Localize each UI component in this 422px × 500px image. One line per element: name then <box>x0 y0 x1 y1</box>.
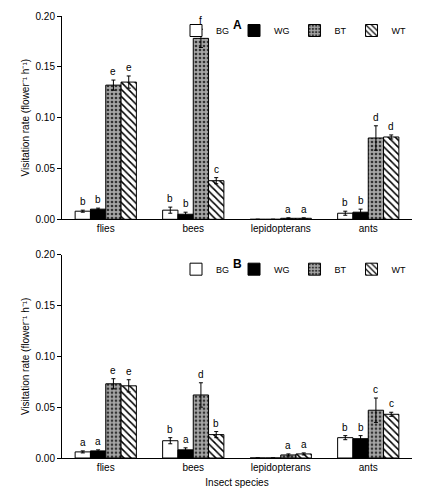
svg-text:Visitation rate (flower⁻¹ h⁻¹): Visitation rate (flower⁻¹ h⁻¹) <box>20 298 31 416</box>
svg-text:0.00: 0.00 <box>36 214 56 225</box>
svg-text:0.05: 0.05 <box>36 402 56 413</box>
svg-text:WT: WT <box>392 265 406 275</box>
svg-text:e: e <box>110 66 116 77</box>
svg-text:lepidopterans: lepidopterans <box>251 462 311 473</box>
svg-text:a: a <box>285 440 291 451</box>
svg-text:b: b <box>358 195 364 206</box>
svg-text:0.20: 0.20 <box>36 11 56 22</box>
svg-text:0.10: 0.10 <box>36 351 56 362</box>
svg-text:B: B <box>233 257 242 271</box>
svg-text:WG: WG <box>274 26 290 36</box>
svg-text:b: b <box>167 193 173 204</box>
svg-text:a: a <box>285 204 291 215</box>
svg-text:c: c <box>373 384 378 395</box>
svg-text:e: e <box>110 365 116 376</box>
svg-text:b: b <box>183 198 189 209</box>
svg-text:b: b <box>342 197 348 208</box>
svg-text:b: b <box>167 424 173 435</box>
svg-text:bees: bees <box>182 223 204 234</box>
svg-text:c: c <box>389 398 394 409</box>
svg-text:bees: bees <box>182 462 204 473</box>
svg-text:0.15: 0.15 <box>36 61 56 72</box>
svg-text:flies: flies <box>97 462 115 473</box>
svg-text:a: a <box>95 436 101 447</box>
svg-text:f: f <box>199 15 202 26</box>
svg-text:d: d <box>388 121 394 132</box>
svg-text:BT: BT <box>335 265 347 275</box>
svg-text:0.05: 0.05 <box>36 163 56 174</box>
svg-text:b: b <box>358 422 364 433</box>
svg-text:d: d <box>373 112 379 123</box>
svg-text:b: b <box>342 422 348 433</box>
svg-text:a: a <box>80 437 86 448</box>
svg-text:0.15: 0.15 <box>36 300 56 311</box>
svg-text:lepidopterans: lepidopterans <box>251 223 311 234</box>
svg-text:b: b <box>80 196 86 207</box>
svg-text:ants: ants <box>359 462 378 473</box>
svg-text:ants: ants <box>359 223 378 234</box>
svg-text:BG: BG <box>216 26 229 36</box>
svg-text:WT: WT <box>392 26 406 36</box>
svg-text:a: a <box>301 439 307 450</box>
svg-text:e: e <box>126 366 132 377</box>
svg-text:b: b <box>95 194 101 205</box>
svg-text:c: c <box>214 164 219 175</box>
svg-text:0.10: 0.10 <box>36 112 56 123</box>
svg-text:0.00: 0.00 <box>36 453 56 464</box>
svg-text:Visitation rate (flower⁻¹ h⁻¹): Visitation rate (flower⁻¹ h⁻¹) <box>20 59 31 177</box>
svg-text:a: a <box>183 434 189 445</box>
svg-text:e: e <box>126 62 132 73</box>
svg-text:a: a <box>301 204 307 215</box>
svg-text:b: b <box>213 418 219 429</box>
svg-text:flies: flies <box>97 223 115 234</box>
svg-text:0.20: 0.20 <box>36 249 56 260</box>
svg-text:BG: BG <box>216 265 229 275</box>
svg-text:d: d <box>198 369 204 380</box>
svg-text:Insect species: Insect species <box>205 477 268 488</box>
svg-text:A: A <box>233 18 242 32</box>
svg-text:WG: WG <box>274 265 290 275</box>
svg-text:BT: BT <box>335 26 347 36</box>
